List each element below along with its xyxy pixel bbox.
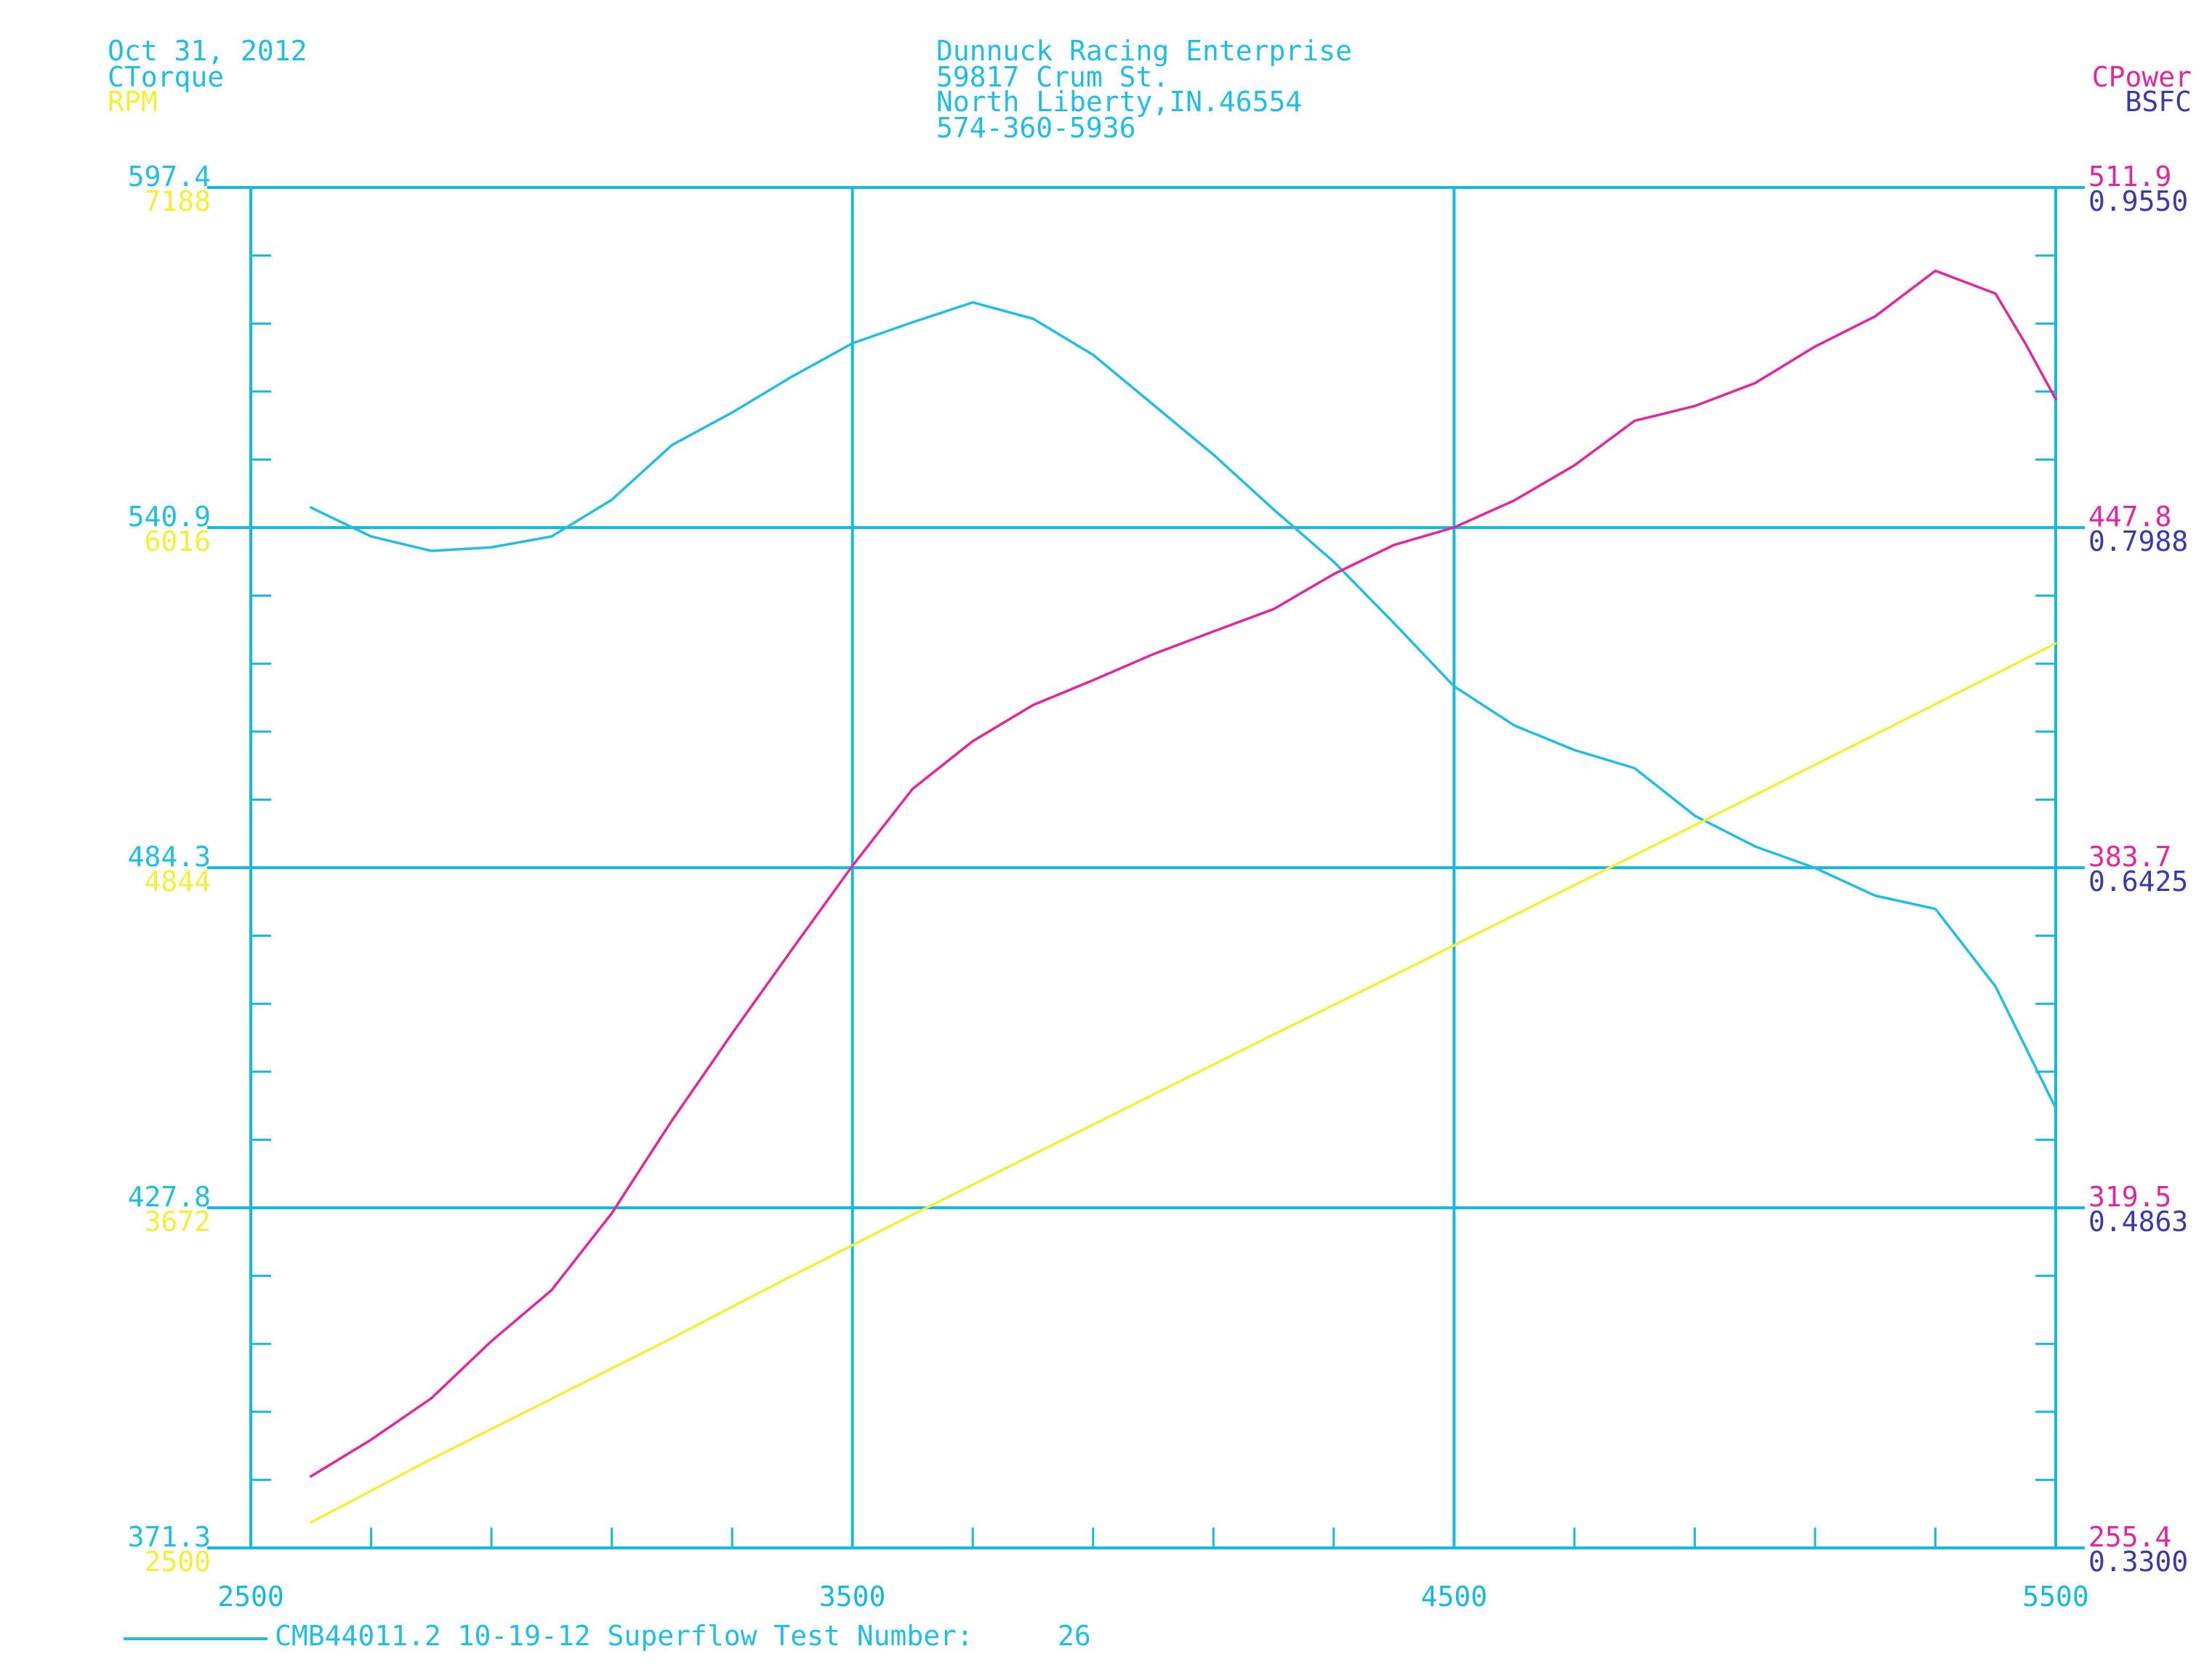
rpm-tick-label: 4844	[144, 866, 211, 897]
bsfc-tick-label: 0.9550	[2088, 185, 2188, 217]
cpower-tick-label: 383.7	[2088, 841, 2171, 873]
rpm-tick-label: 2500	[144, 1546, 211, 1578]
ctorque-tick-label: 597.4	[128, 161, 211, 193]
header-company-name: Dunnuck Racing Enterprise	[936, 35, 1352, 67]
cpower-tick-label: 511.9	[2088, 161, 2171, 193]
series-layer	[310, 269, 2057, 1524]
legend-text: CMB44011.2 10-19-12 Superflow Test Numbe…	[275, 1620, 973, 1652]
bsfc-tick-label: 0.7988	[2088, 525, 2188, 557]
rpm-tick-label: 7188	[144, 185, 211, 217]
bsfc-tick-label: 0.3300	[2088, 1546, 2188, 1578]
ctorque-tick-label: 371.3	[128, 1521, 211, 1553]
ctorque-tick-label: 540.9	[128, 501, 211, 533]
header-company-city: North Liberty,IN.46554	[936, 86, 1302, 118]
header-date: Oct 31, 2012	[108, 35, 307, 67]
cpower-tick-label: 447.8	[2088, 501, 2171, 533]
header-company-phone: 574-360-5936	[936, 112, 1136, 144]
header-company-street: 59817 Crum St.	[936, 61, 1169, 93]
header-bsfc-label: BSFC	[2125, 86, 2192, 118]
ctorque-tick-label: 427.8	[128, 1181, 211, 1213]
series-line-cpower	[310, 269, 2057, 1478]
header-rpm-label: RPM	[108, 86, 158, 118]
cpower-tick-label: 255.4	[2088, 1521, 2171, 1553]
tick-layer	[207, 186, 2085, 1549]
cpower-tick-label: 319.5	[2088, 1181, 2171, 1213]
legend-test-number: 26	[1058, 1620, 1091, 1652]
header-ctorque-label: CTorque	[108, 61, 224, 93]
x-tick-label: 3500	[819, 1581, 886, 1613]
rpm-tick-label: 6016	[144, 525, 211, 557]
rpm-tick-label: 3672	[144, 1206, 211, 1238]
series-line-ctorque	[310, 301, 2057, 1110]
x-tick-label: 5500	[2022, 1581, 2089, 1613]
x-tick-label: 2500	[217, 1581, 284, 1613]
x-tick-label: 4500	[1421, 1581, 1488, 1613]
ctorque-tick-label: 484.3	[128, 841, 211, 873]
bsfc-tick-label: 0.6425	[2088, 866, 2188, 897]
header-cpower-label: CPower	[2092, 61, 2192, 93]
bsfc-tick-label: 0.4863	[2088, 1206, 2188, 1238]
series-line-rpm	[310, 642, 2057, 1524]
